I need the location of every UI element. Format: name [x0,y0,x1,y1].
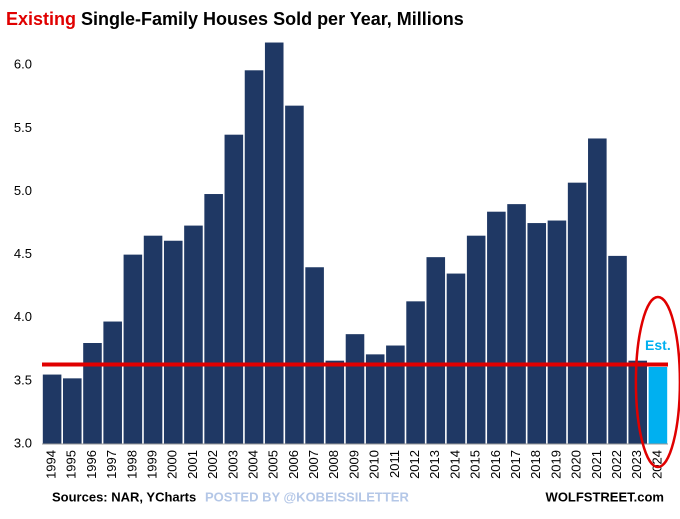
x-tick-label: 2008 [326,450,341,479]
bar [487,211,506,444]
bar [365,354,385,444]
bar [83,343,102,444]
x-tick-label: 2005 [266,450,281,479]
watermark: POSTED BY @KOBEISSILETTER [205,489,409,504]
bar [42,374,62,444]
x-tick-label: 2000 [165,450,180,479]
bar [123,254,143,444]
x-tick-label: 2007 [306,450,321,479]
x-tick-label: 2004 [245,450,260,479]
x-tick-label: 2017 [508,450,523,479]
x-tick-label: 1998 [124,450,139,479]
credit: WOLFSTREET.com [546,489,664,504]
x-tick-label: 2022 [609,450,624,479]
x-tick-label: 2006 [286,450,301,479]
bar [143,235,163,444]
x-tick-label: 1997 [104,450,119,479]
y-tick-label: 6.0 [14,57,32,72]
x-tick-label: 2013 [427,450,442,479]
bar [63,378,82,444]
x-tick-label: 2012 [407,450,422,479]
bar [426,257,446,444]
bar [567,182,587,444]
bar [406,301,425,444]
bar [264,42,284,445]
x-tick-label: 2009 [346,450,361,479]
x-tick-label: 2001 [185,450,200,479]
bar [305,267,324,444]
bar [285,105,304,445]
y-tick-label: 5.0 [14,183,32,198]
bar [588,138,607,444]
bar [244,70,264,445]
bar [184,225,203,444]
x-tick-label: 2024 [649,450,664,479]
y-tick-label: 3.0 [14,435,32,450]
bar [608,255,627,444]
bar [547,220,567,444]
bar [507,204,526,444]
bar [527,223,547,444]
bar [224,134,244,444]
x-tick-label: 2021 [589,450,604,479]
x-tick-label: 2010 [367,450,382,479]
y-tick-label: 4.0 [14,309,32,324]
source: Sources: NAR, YCharts [52,489,196,504]
bar [103,321,122,444]
x-tick-label: 1994 [44,450,59,479]
x-tick-label: 2002 [205,450,220,479]
bar [466,235,486,444]
x-tick-label: 2019 [548,450,563,479]
x-tick-label: 2014 [447,450,462,479]
x-tick-label: 2015 [468,450,483,479]
title-text: Single-Family Houses Sold per Year, Mill… [81,9,464,29]
x-tick-label: 1999 [145,450,160,479]
x-tick-label: 1995 [64,450,79,479]
chart-title: Existing Single-Family Houses Sold per Ye… [6,9,464,29]
bar [204,194,223,444]
x-tick-label: 2023 [629,450,644,479]
bar [345,334,365,444]
x-tick-label: 2011 [387,450,402,478]
bar [163,240,183,444]
x-tick-label: 1996 [84,450,99,479]
x-tick-label: 2003 [225,450,240,479]
x-tick-label: 2020 [569,450,584,479]
y-tick-label: 4.5 [14,246,32,261]
bar [446,273,466,444]
y-tick-label: 5.5 [14,120,32,135]
x-tick-label: 2018 [528,450,543,479]
estimate-label: Est. [645,337,671,353]
x-tick-label: 2016 [488,450,503,479]
bar [325,360,345,444]
bar [648,366,668,444]
y-tick-label: 3.5 [14,372,32,387]
title-highlight: Existing [6,9,76,29]
bar [386,345,405,444]
